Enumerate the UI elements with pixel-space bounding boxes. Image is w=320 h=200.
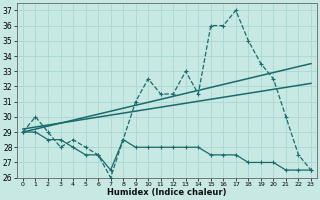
X-axis label: Humidex (Indice chaleur): Humidex (Indice chaleur) — [107, 188, 227, 197]
